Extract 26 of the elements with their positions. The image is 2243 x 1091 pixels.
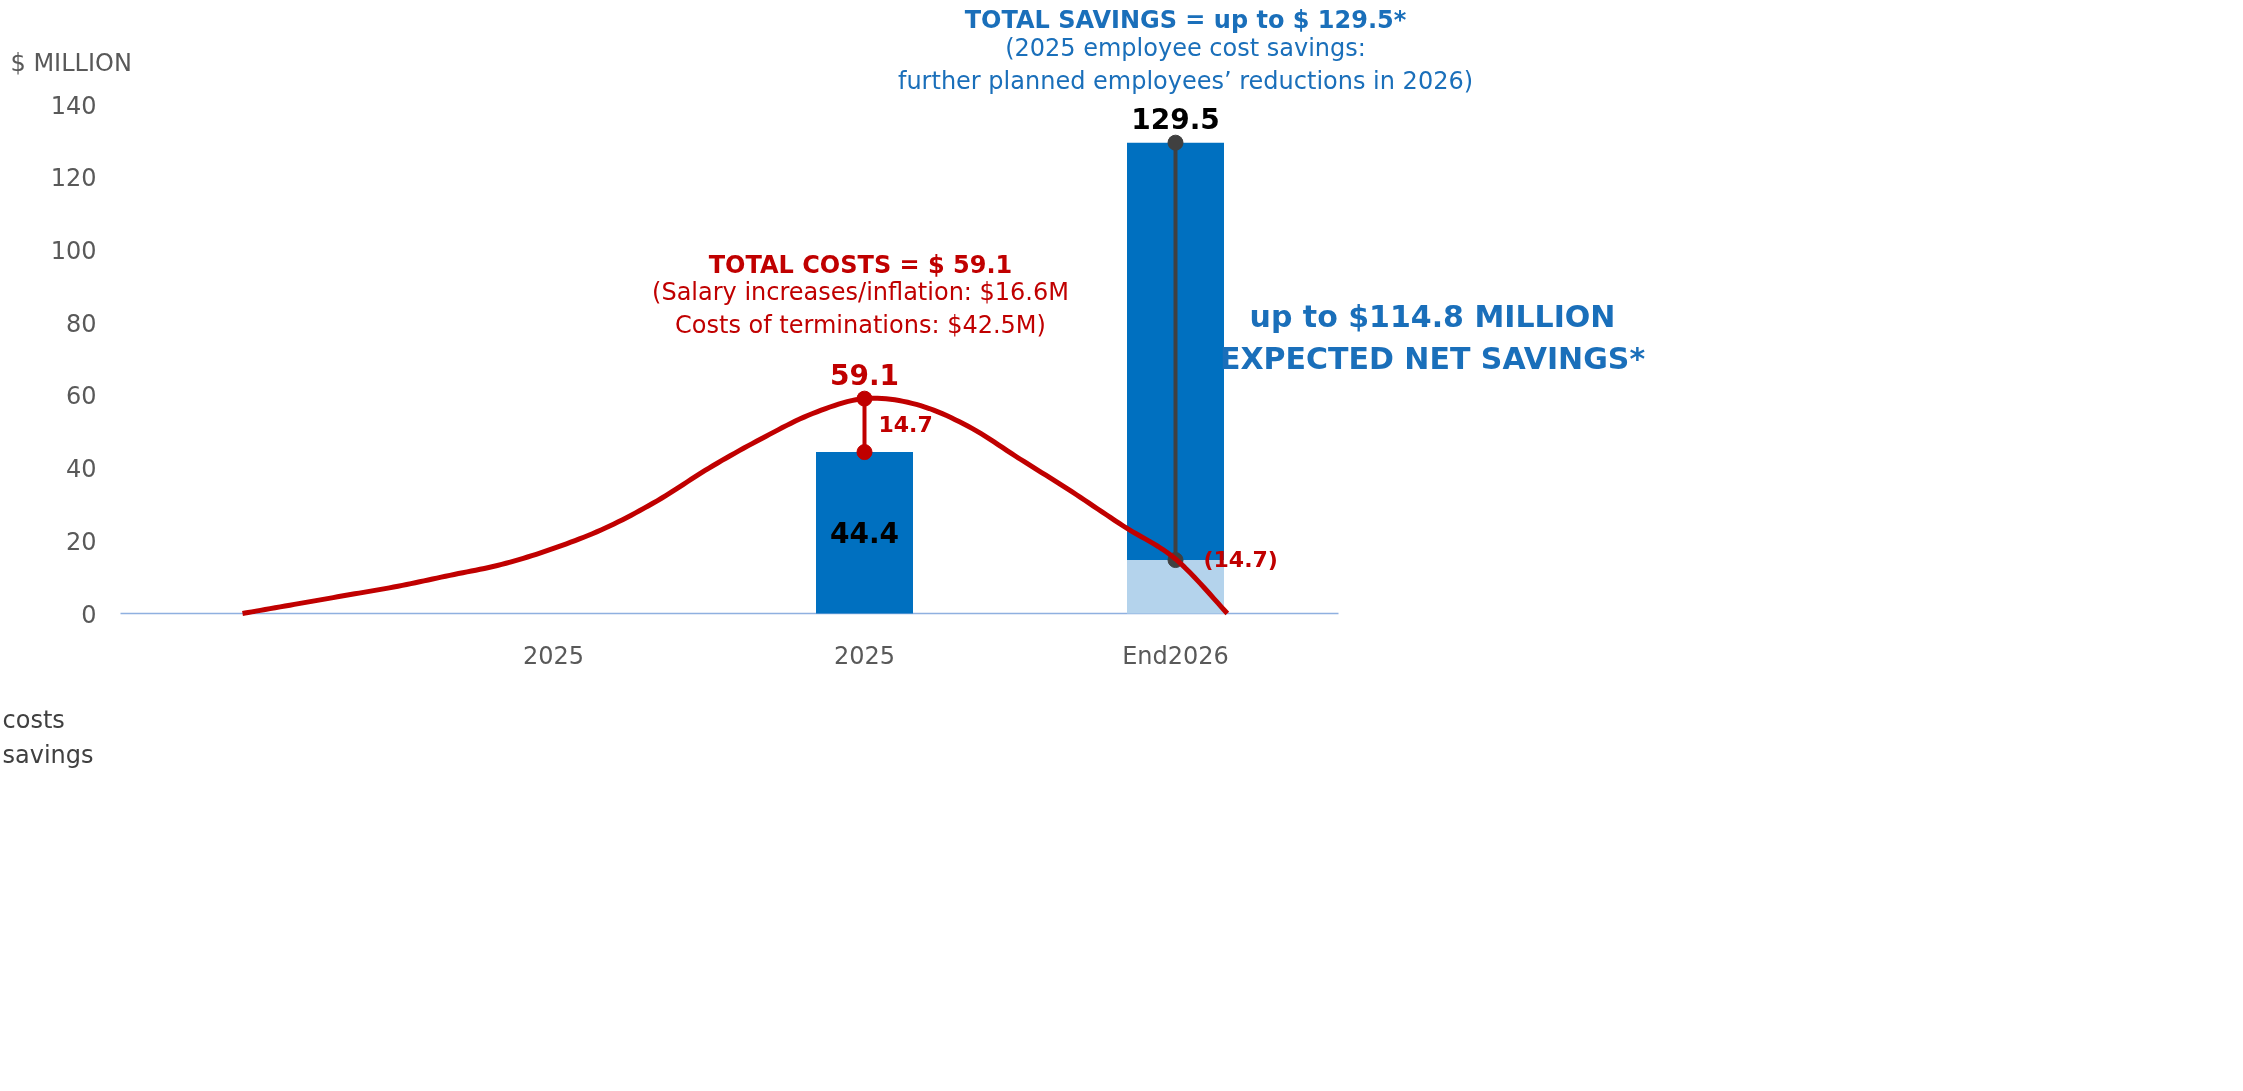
- text: TOTAL SAVINGS = up to $ 129.5*: [964, 5, 1407, 34]
- x-tick-label: 2025: [522, 641, 585, 670]
- x-tick-label: 2025: [833, 641, 896, 670]
- y-tick-label: 20: [65, 527, 97, 556]
- data-label: 44.4: [829, 517, 900, 551]
- annotation: (Salary increases/inflation: $16.6M Costs of terminations: $42.5M): [652, 277, 1069, 340]
- y-tick-label: 120: [50, 164, 97, 193]
- y-tick-label: 0: [81, 600, 97, 629]
- x-tick-label: End2026: [1122, 641, 1229, 670]
- text: (2025 employee cost savings: further planned employees’ reductions in 2026): [897, 33, 1474, 96]
- y-tick-label: 80: [65, 309, 97, 338]
- y-tick-label: 60: [65, 382, 97, 411]
- annotation: (14.7): [1203, 546, 1278, 572]
- data-label: 129.5: [1131, 102, 1220, 136]
- text: savings: [2, 740, 94, 769]
- y-tick-label: 140: [50, 91, 97, 120]
- annotation: TOTAL COSTS = $ 59.1: [708, 250, 1013, 279]
- text: costs: [2, 705, 65, 734]
- y-axis-title: $ MILLION: [10, 48, 132, 77]
- data-label: 59.1: [829, 358, 900, 392]
- y-tick-label: 40: [65, 455, 97, 484]
- y-tick-label: 100: [50, 236, 97, 265]
- bar: [816, 452, 913, 614]
- point: [856, 444, 873, 461]
- annotation: 14.7: [878, 411, 933, 437]
- point: [1167, 134, 1184, 151]
